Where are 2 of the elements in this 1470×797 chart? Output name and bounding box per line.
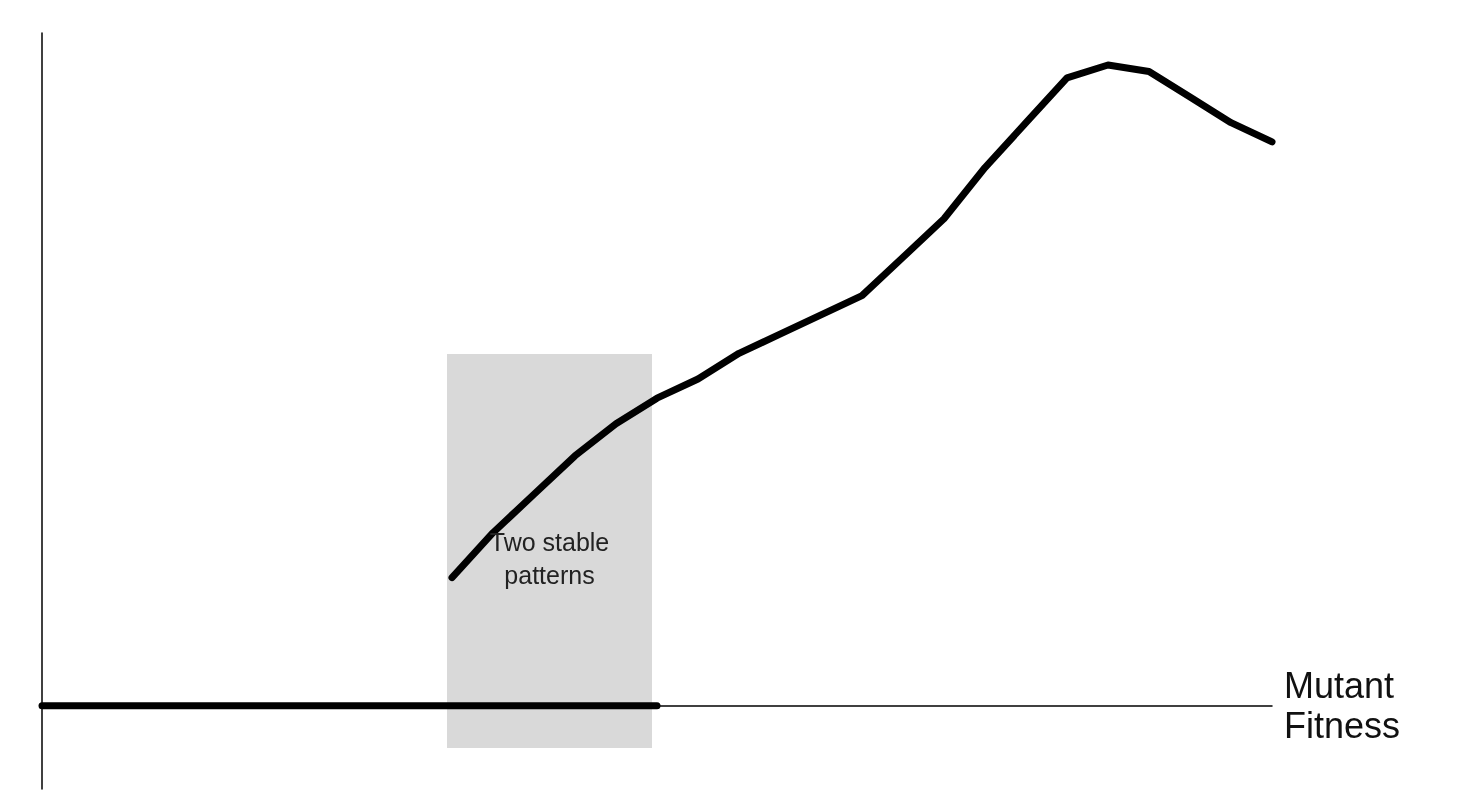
annotation: Two stable patterns [488, 526, 611, 591]
x-axis-title: Mutant Fitness [1284, 665, 1401, 747]
